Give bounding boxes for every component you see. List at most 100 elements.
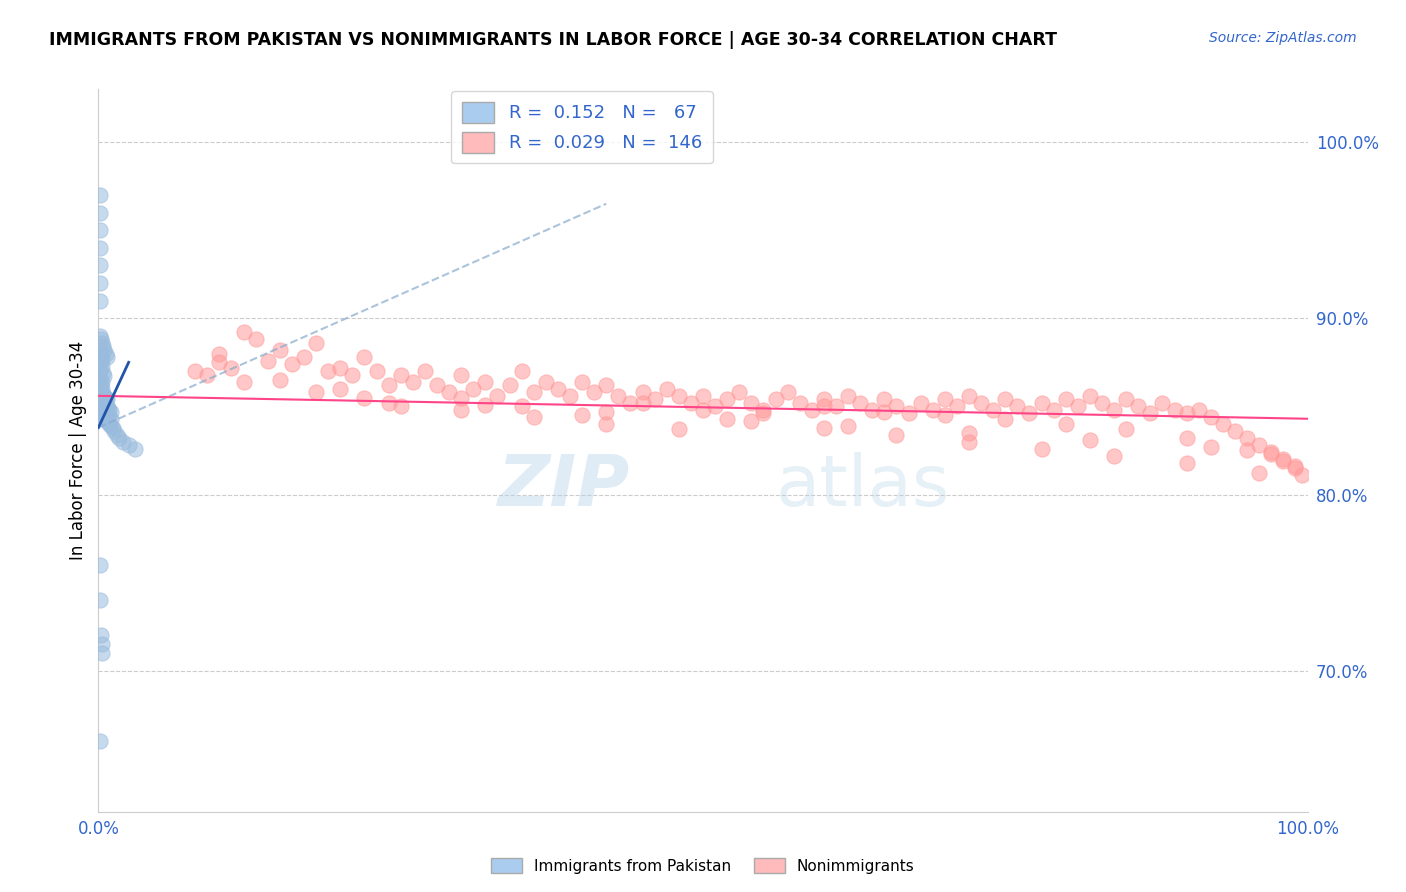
Point	[849, 396, 872, 410]
Point	[90, 628, 112, 642]
Point	[668, 422, 690, 436]
Point	[96, 400, 118, 414]
Point	[837, 418, 859, 433]
Point	[1223, 424, 1246, 438]
Point	[1115, 392, 1137, 407]
Point	[389, 400, 412, 414]
Point	[93, 403, 115, 417]
Point	[90, 385, 112, 400]
Point	[510, 400, 533, 414]
Point	[94, 398, 117, 412]
Point	[1128, 400, 1150, 414]
Point	[89, 391, 111, 405]
Point	[402, 375, 425, 389]
Point	[450, 391, 472, 405]
Point	[89, 329, 111, 343]
Point	[90, 378, 112, 392]
Point	[305, 335, 328, 350]
Point	[98, 417, 121, 431]
Point	[1199, 440, 1222, 454]
Point	[728, 385, 751, 400]
Point	[994, 411, 1017, 425]
Point	[1188, 403, 1211, 417]
Point	[860, 403, 883, 417]
Point	[957, 389, 980, 403]
Point	[1042, 403, 1064, 417]
Text: Source: ZipAtlas.com: Source: ZipAtlas.com	[1209, 31, 1357, 45]
Point	[329, 360, 352, 375]
Legend: Immigrants from Pakistan, Nonimmigrants: Immigrants from Pakistan, Nonimmigrants	[485, 852, 921, 880]
Point	[981, 403, 1004, 417]
Point	[94, 405, 117, 419]
Point	[583, 385, 606, 400]
Point	[89, 241, 111, 255]
Point	[91, 351, 114, 366]
Point	[89, 385, 111, 400]
Point	[94, 391, 117, 405]
Point	[96, 407, 118, 421]
Point	[595, 417, 617, 431]
Point	[89, 364, 111, 378]
Point	[1284, 461, 1306, 475]
Point	[111, 434, 134, 449]
Point	[1175, 407, 1198, 421]
Point	[1175, 456, 1198, 470]
Point	[679, 396, 702, 410]
Point	[1102, 449, 1125, 463]
Point	[595, 405, 617, 419]
Point	[208, 346, 231, 360]
Point	[89, 259, 111, 273]
Point	[98, 409, 121, 424]
Point	[366, 364, 388, 378]
Point	[716, 411, 738, 425]
Point	[91, 401, 114, 416]
Point	[897, 407, 920, 421]
Point	[292, 350, 315, 364]
Point	[534, 375, 557, 389]
Point	[94, 411, 117, 425]
Point	[377, 396, 399, 410]
Point	[886, 427, 908, 442]
Point	[90, 400, 112, 414]
Point	[1054, 417, 1077, 431]
Point	[91, 366, 114, 380]
Point	[89, 188, 111, 202]
Point	[837, 389, 859, 403]
Point	[463, 382, 485, 396]
Point	[776, 385, 799, 400]
Point	[498, 378, 520, 392]
Point	[91, 339, 114, 353]
Point	[232, 326, 254, 340]
Point	[668, 389, 690, 403]
Point	[329, 382, 352, 396]
Point	[91, 382, 114, 396]
Point	[1078, 433, 1101, 447]
Point	[789, 396, 811, 410]
Point	[873, 392, 896, 407]
Point	[1272, 452, 1295, 467]
Point	[910, 396, 932, 410]
Point	[118, 438, 141, 452]
Point	[474, 375, 496, 389]
Point	[195, 368, 218, 382]
Point	[91, 646, 114, 660]
Point	[96, 350, 118, 364]
Point	[1236, 431, 1258, 445]
Point	[692, 389, 714, 403]
Point	[100, 411, 122, 425]
Point	[93, 409, 115, 424]
Point	[1175, 431, 1198, 445]
Point	[1018, 407, 1040, 421]
Point	[523, 385, 546, 400]
Point	[970, 396, 993, 410]
Point	[91, 387, 114, 401]
Point	[91, 408, 114, 422]
Point	[957, 425, 980, 440]
Point	[644, 392, 666, 407]
Point	[1236, 443, 1258, 458]
Point	[221, 360, 243, 375]
Point	[571, 375, 593, 389]
Point	[1212, 417, 1234, 431]
Legend: R =  0.152   N =   67, R =  0.029   N =  146: R = 0.152 N = 67, R = 0.029 N = 146	[451, 91, 713, 163]
Point	[103, 424, 125, 438]
